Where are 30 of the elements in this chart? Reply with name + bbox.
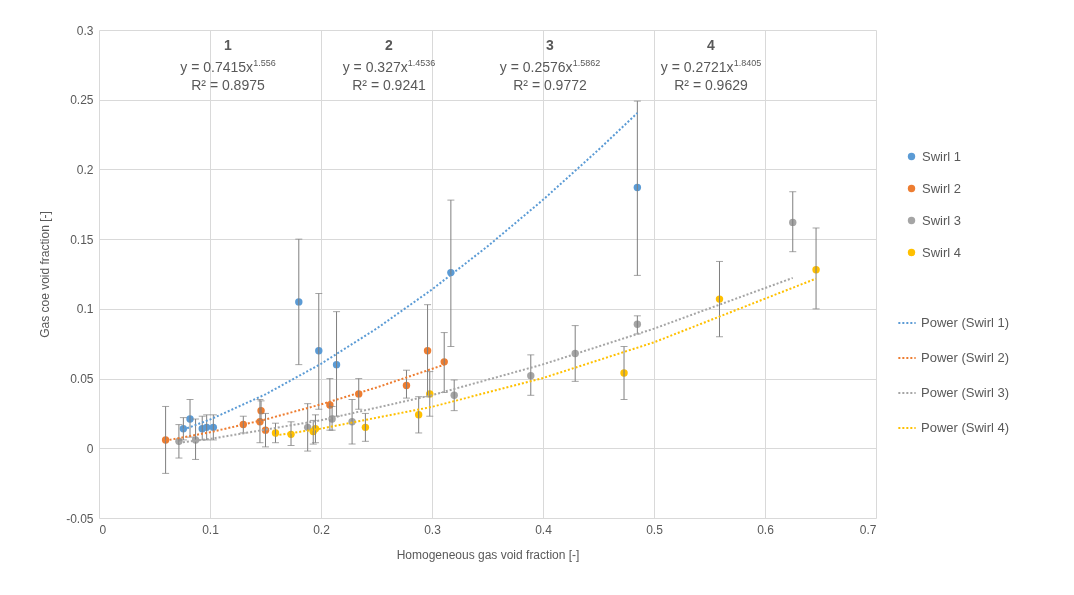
fit-equation-text: 1 y = 0.7415x$^{1.556}$ R² = 0.8975	[180, 36, 276, 94]
x-tick-label: 0.2	[313, 522, 331, 537]
legend-label: Swirl 2	[922, 180, 962, 196]
legend-label: Power (Swirl 2)	[921, 350, 1010, 365]
fit-equation-text: 4 y = 0.2721x$^{1.8405}$ R² = 0.9629	[660, 36, 762, 94]
x-tick-label: 0.3	[424, 522, 442, 537]
y-axis-title: Gas coe void fraction [-]	[38, 211, 53, 338]
y-tick-label: 0.3	[76, 23, 94, 38]
legend-label: Power (Swirl 3)	[921, 385, 1010, 400]
y-tick-label: 0.2	[76, 162, 94, 177]
legend-label: Swirl 4	[922, 244, 962, 260]
y-tick-label: 0	[86, 441, 94, 456]
y-tick-label: 0.25	[70, 93, 94, 108]
y-tick-label: 0.1	[76, 302, 94, 317]
legend-label: Power (Swirl 4)	[921, 420, 1010, 435]
x-tick-label: 0.6	[757, 522, 775, 537]
y-tick-label: 0.05	[70, 372, 94, 387]
y-tick-label: 0.15	[70, 232, 94, 247]
x-tick-label: 0.5	[646, 522, 664, 537]
legend-label: Swirl 1	[922, 148, 962, 164]
x-tick-label: 0.4	[535, 522, 553, 537]
y-tick-label: -0.05	[66, 511, 94, 526]
x-tick-label: 0	[99, 522, 107, 537]
x-tick-label: 0.1	[202, 522, 220, 537]
fit-equation-text: 2 y = 0.327x$^{1.4536}$ R² = 0.9241	[342, 36, 436, 94]
x-tick-label: 0.7	[859, 522, 877, 537]
legend-label: Swirl 3	[922, 212, 962, 228]
legend-label: Power (Swirl 1)	[921, 315, 1010, 330]
fit-equation-text: 3 y = 0.2576x$^{1.5862}$ R² = 0.9772	[499, 36, 601, 94]
x-axis-title: Homogeneous gas void fraction [-]	[396, 547, 580, 562]
